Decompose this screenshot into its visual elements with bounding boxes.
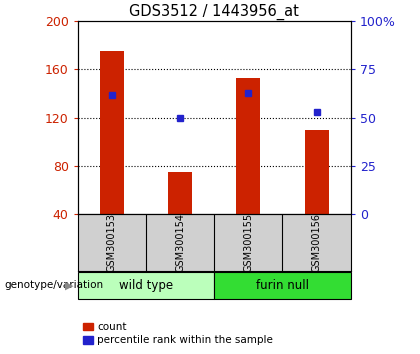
Bar xyxy=(236,78,260,214)
Text: GSM300154: GSM300154 xyxy=(175,213,185,272)
Text: wild type: wild type xyxy=(119,279,173,292)
Text: genotype/variation: genotype/variation xyxy=(4,280,103,290)
Text: furin null: furin null xyxy=(256,279,309,292)
Bar xyxy=(304,130,328,214)
Text: GSM300156: GSM300156 xyxy=(312,213,322,272)
Title: GDS3512 / 1443956_at: GDS3512 / 1443956_at xyxy=(129,4,299,20)
Text: GSM300155: GSM300155 xyxy=(243,213,253,272)
Bar xyxy=(78,272,214,299)
Text: ▶: ▶ xyxy=(65,280,73,290)
Bar xyxy=(100,51,124,214)
Legend: count, percentile rank within the sample: count, percentile rank within the sample xyxy=(83,322,273,345)
Bar xyxy=(168,172,192,214)
Bar xyxy=(214,272,351,299)
Text: GSM300153: GSM300153 xyxy=(107,213,117,272)
